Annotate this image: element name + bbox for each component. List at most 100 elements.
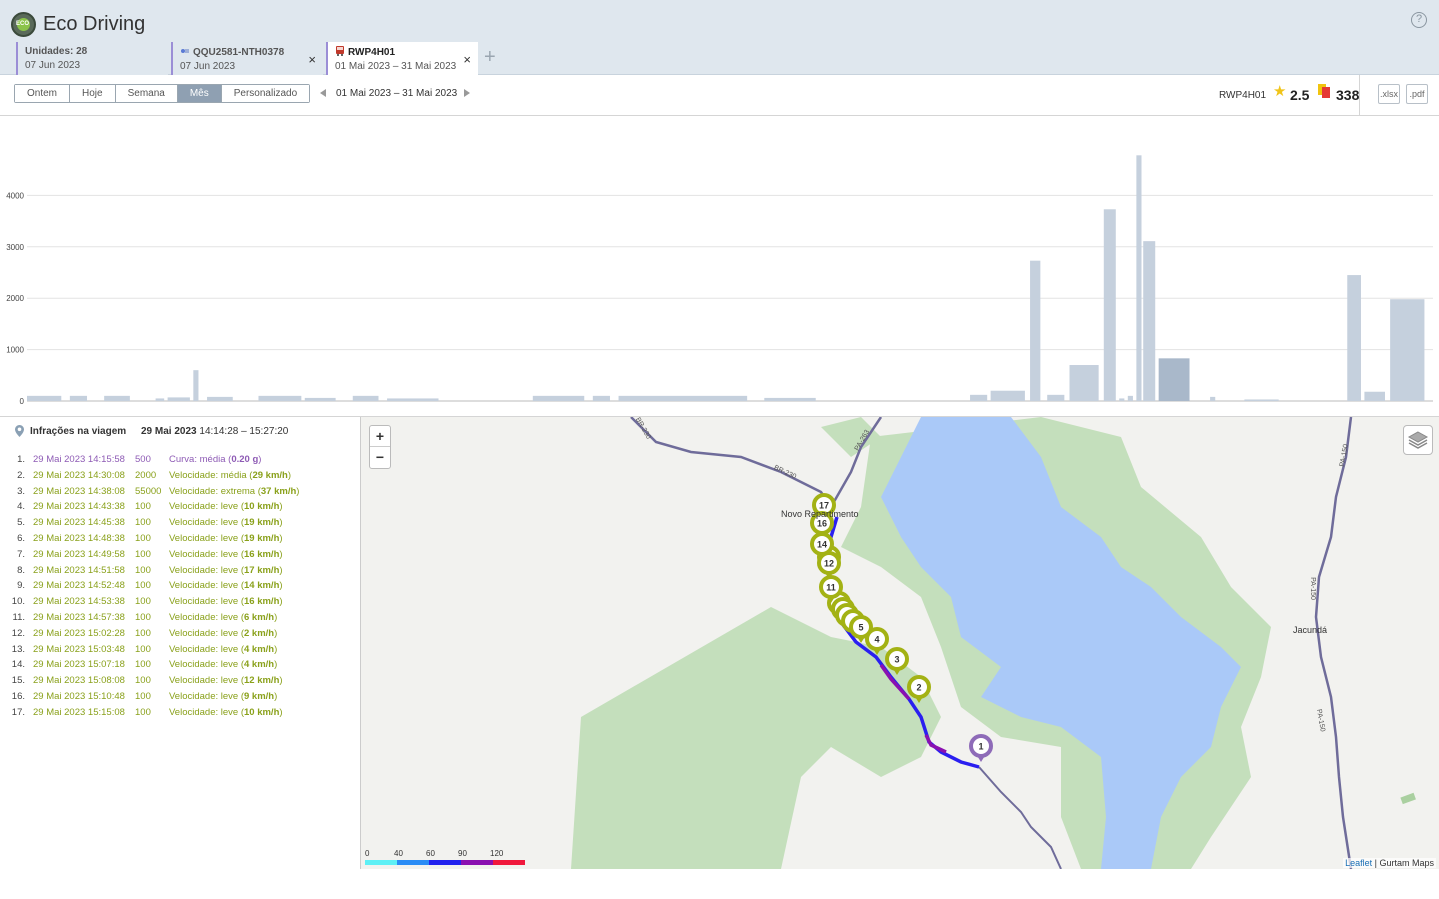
infraction-row[interactable]: 8. 29 Mai 2023 14:51:58 100 Velocidade: lev… <box>0 565 360 581</box>
infraction-row[interactable]: 9. 29 Mai 2023 14:52:48 100 Velocidade: lev… <box>0 580 360 596</box>
tab-qqu-title: QQU2581-NTH0378 <box>193 47 285 58</box>
infraction-row[interactable]: 4. 29 Mai 2023 14:43:38 100 Velocidade: lev… <box>0 501 360 517</box>
period-month-button[interactable]: Mês <box>177 85 222 102</box>
chart-bar[interactable] <box>387 398 439 401</box>
infraction-marker[interactable]: 5 <box>849 615 873 643</box>
chart-bar[interactable] <box>970 394 988 401</box>
chart-bar[interactable] <box>1103 209 1116 401</box>
layers-button[interactable] <box>1403 425 1433 455</box>
infraction-description: Curva: média (0.20 g) <box>169 454 261 465</box>
trip-map[interactable]: 17 16 14 12 11 5 4 3 2 1 Novo Repartimento Jacund… <box>360 417 1439 869</box>
infraction-marker[interactable]: 2 <box>907 675 931 703</box>
infraction-time: 29 Mai 2023 15:02:28 <box>33 627 125 639</box>
infraction-row[interactable]: 5. 29 Mai 2023 14:45:38 100 Velocidade: lev… <box>0 517 360 533</box>
chart-bar[interactable] <box>1158 358 1190 401</box>
infraction-marker[interactable]: 1 <box>969 734 993 762</box>
infraction-description: Velocidade: leve (9 km/h) <box>169 691 277 702</box>
infraction-row[interactable]: 15. 29 Mai 2023 15:08:08 100 Velocidade: le… <box>0 675 360 691</box>
infractions-panel: Infrações na viagem 29 Mai 2023 14:14:28… <box>0 417 360 899</box>
period-yesterday-button[interactable]: Ontem <box>15 85 71 102</box>
tab-rwp-title: RWP4H01 <box>348 47 396 58</box>
chart-bar[interactable] <box>155 398 165 401</box>
infraction-index: 11. <box>12 611 25 623</box>
period-today-button[interactable]: Hoje <box>70 85 116 102</box>
close-icon[interactable]: × <box>463 52 471 67</box>
chart-bar[interactable] <box>1143 241 1156 401</box>
infraction-row[interactable]: 10. 29 Mai 2023 14:53:38 100 Velocidade: le… <box>0 596 360 612</box>
infraction-row[interactable]: 16. 29 Mai 2023 15:10:48 100 Velocidade: le… <box>0 691 360 707</box>
infraction-description: Velocidade: leve (19 km/h) <box>169 533 283 544</box>
infraction-row[interactable]: 6. 29 Mai 2023 14:48:38 100 Velocidade: lev… <box>0 533 360 549</box>
zoom-in-button[interactable]: + <box>370 426 390 447</box>
chart-bar[interactable] <box>1244 399 1279 401</box>
chart-bar[interactable] <box>193 370 199 401</box>
chart-bar[interactable] <box>764 397 816 401</box>
chart-bar[interactable] <box>592 395 610 401</box>
leaflet-link[interactable]: Leaflet <box>1345 858 1373 868</box>
infraction-close: ) <box>279 675 283 687</box>
period-custom-button[interactable]: Personalizado <box>221 85 310 102</box>
infraction-value: 9 km/h <box>244 690 275 702</box>
chart-bar[interactable] <box>1069 365 1099 401</box>
chart-bar[interactable] <box>1364 391 1385 401</box>
infraction-row[interactable]: 1. 29 Mai 2023 14:15:58 500 Curva: média (0… <box>0 454 360 470</box>
close-icon[interactable]: × <box>308 52 316 67</box>
tab-units[interactable]: Unidades: 28 07 Jun 2023 <box>16 42 168 75</box>
chart-bar[interactable] <box>618 395 748 401</box>
next-period-arrow-icon[interactable] <box>464 89 470 97</box>
chart-bar[interactable] <box>167 397 190 401</box>
infractions-list: 1. 29 Mai 2023 14:15:58 500 Curva: média (0… <box>0 454 360 723</box>
chart-bar[interactable] <box>352 395 379 401</box>
help-icon[interactable]: ? <box>1411 12 1427 28</box>
export-xlsx-button[interactable]: .xlsx <box>1378 84 1400 104</box>
chart-bar[interactable] <box>1136 155 1142 401</box>
period-week-button[interactable]: Semana <box>115 85 178 102</box>
export-pdf-button[interactable]: .pdf <box>1406 84 1428 104</box>
chart-bar[interactable] <box>1210 396 1216 401</box>
chart-bar[interactable] <box>207 396 233 401</box>
chart-bar[interactable] <box>532 395 585 401</box>
infraction-points: 100 <box>135 548 151 560</box>
tab-vehicle-rwp[interactable]: RWP4H01 01 Mai 2023 – 31 Mai 2023 × <box>326 42 478 75</box>
layers-icon <box>1407 431 1429 449</box>
infraction-marker[interactable]: 11 <box>819 575 843 603</box>
chart-bar[interactable] <box>304 397 336 401</box>
chart-bar[interactable] <box>1347 275 1361 401</box>
infraction-time: 29 Mai 2023 14:43:38 <box>33 501 125 513</box>
chart-bar[interactable] <box>1390 299 1425 401</box>
chart-bar[interactable] <box>104 395 130 401</box>
add-tab-button[interactable]: + <box>484 46 496 68</box>
infraction-row[interactable]: 13. 29 Mai 2023 15:03:48 100 Velocidade: le… <box>0 644 360 660</box>
infraction-row[interactable]: 2. 29 Mai 2023 14:30:08 2000 Velocidade: mé… <box>0 470 360 486</box>
tab-vehicle-qqu[interactable]: QQU2581-NTH0378 07 Jun 2023 × <box>171 42 323 75</box>
infraction-row[interactable]: 7. 29 Mai 2023 14:49:58 100 Velocidade: lev… <box>0 549 360 565</box>
infraction-close: ) <box>279 532 283 544</box>
chart-bar[interactable] <box>990 390 1025 401</box>
infraction-row[interactable]: 11. 29 Mai 2023 14:57:38 100 Velocidade: le… <box>0 612 360 628</box>
chart-bar[interactable] <box>258 395 302 401</box>
tab-units-date: 07 Jun 2023 <box>25 60 81 71</box>
infraction-row[interactable]: 3. 29 Mai 2023 14:38:08 55000 Velocidade: e… <box>0 486 360 502</box>
chart-bar[interactable] <box>1047 394 1065 401</box>
marker-label: 17 <box>819 501 829 511</box>
trip-time: 14:14:28 – 15:27:20 <box>199 426 289 437</box>
chart-bar[interactable] <box>27 395 62 401</box>
zoom-out-button[interactable]: − <box>375 449 385 465</box>
previous-period-arrow-icon[interactable] <box>320 89 326 97</box>
y-tick-label: 4000 <box>6 191 24 200</box>
chart-bar[interactable] <box>1127 395 1133 401</box>
infraction-marker[interactable]: 12 <box>817 551 841 579</box>
map-canvas[interactable]: 17 16 14 12 11 5 4 3 2 1 <box>361 417 1439 869</box>
infraction-row[interactable]: 14. 29 Mai 2023 15:07:18 100 Velocidade: le… <box>0 659 360 675</box>
chart-bar[interactable] <box>69 395 88 401</box>
reservoir-lake <box>881 417 1241 869</box>
infraction-close: ) <box>274 627 278 639</box>
infraction-row[interactable]: 17. 29 Mai 2023 15:15:08 100 Velocidade: le… <box>0 707 360 723</box>
infraction-marker[interactable]: 4 <box>865 627 889 655</box>
infraction-description: Velocidade: leve (12 km/h) <box>169 675 283 686</box>
road <box>630 417 833 508</box>
chart-bar[interactable] <box>1119 398 1125 401</box>
infraction-row[interactable]: 12. 29 Mai 2023 15:02:28 100 Velocidade: le… <box>0 628 360 644</box>
infraction-marker[interactable]: 3 <box>885 647 909 675</box>
chart-bar[interactable] <box>1030 260 1041 401</box>
